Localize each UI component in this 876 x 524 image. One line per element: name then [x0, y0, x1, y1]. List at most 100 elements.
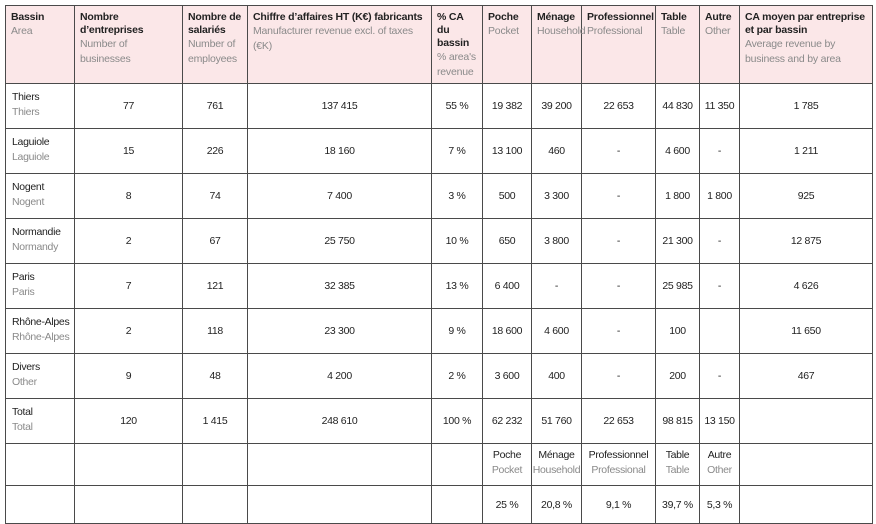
table-cell: 21 300: [655, 218, 700, 264]
empty-cell: [739, 443, 873, 486]
category-label-cell: Ménage Household: [531, 443, 582, 486]
category-share-cell: 25 %: [482, 485, 532, 524]
table-cell: 925: [739, 173, 873, 219]
table-cell: 6 400: [482, 263, 532, 309]
category-label-translation: Table: [665, 464, 690, 476]
revenue-by-area-table: Bassin Area Nombre d’entreprises Number of …: [5, 5, 873, 524]
table-cell: 9: [74, 353, 183, 399]
table-cell: 120: [74, 398, 183, 444]
table-cell: 4 600: [531, 308, 582, 354]
table-cell: 25 985: [655, 263, 700, 309]
empty-cell: [74, 485, 183, 524]
empty-cell: [5, 485, 75, 524]
category-label-translation: Pocket: [491, 464, 523, 476]
table-cell: 23 300: [247, 308, 432, 354]
table-cell: 22 653: [581, 83, 656, 129]
column-header-translation: Manufacturer revenue excl. of taxes (€K): [253, 25, 413, 52]
table-cell: 137 415: [247, 83, 432, 129]
area-cell: Total Total: [5, 398, 75, 444]
category-label-translation: Household: [532, 464, 581, 476]
area-name: Paris: [12, 271, 35, 283]
category-label-cell: Professionnel Professional: [581, 443, 656, 486]
area-name: Rhône-Alpes: [12, 316, 70, 328]
table-cell: 3 600: [482, 353, 532, 399]
column-header-translation: Average revenue by business and by area: [745, 38, 841, 65]
category-label-cell: Autre Other: [699, 443, 740, 486]
table-cell: 761: [182, 83, 248, 129]
table-cell: 98 815: [655, 398, 700, 444]
column-header-translation: Table: [661, 25, 686, 37]
column-header: Nombre d’entreprises Number of businesses: [74, 5, 183, 84]
column-header: % CA du bassin% area's revenue: [431, 5, 483, 84]
table-cell: 32 385: [247, 263, 432, 309]
column-header-label: Professionnel: [587, 11, 654, 23]
table-cell: 7 400: [247, 173, 432, 219]
column-header-translation: Number of businesses: [80, 38, 131, 65]
table-cell: -: [699, 263, 740, 309]
column-header-label: Table: [661, 11, 687, 23]
column-header: Professionnel Professional: [581, 5, 656, 84]
table-cell: -: [581, 308, 656, 354]
table-cell: 13 150: [699, 398, 740, 444]
table-cell: 74: [182, 173, 248, 219]
column-header: Chiffre d’affaires HT (K€) fabricants Man…: [247, 5, 432, 84]
table-cell: 3 800: [531, 218, 582, 264]
table-cell: 118: [182, 308, 248, 354]
table-cell: 1 415: [182, 398, 248, 444]
empty-cell: [247, 443, 432, 486]
area-name: Divers: [12, 361, 40, 373]
empty-cell: [739, 485, 873, 524]
table-cell: 19 382: [482, 83, 532, 129]
area-name-translation: Normandy: [12, 241, 59, 253]
table-cell: 8: [74, 173, 183, 219]
area-name-translation: Total: [12, 421, 33, 433]
category-share-cell: 5,3 %: [699, 485, 740, 524]
category-label-translation: Other: [707, 464, 732, 476]
column-header: Table Table: [655, 5, 700, 84]
table-cell: 500: [482, 173, 532, 219]
table-cell: 25 750: [247, 218, 432, 264]
category-share-cell: 9,1 %: [581, 485, 656, 524]
table-cell: 460: [531, 128, 582, 174]
column-header-translation: Other: [705, 25, 731, 37]
column-header-translation: Area: [11, 25, 33, 37]
table-cell: [739, 398, 873, 444]
table-cell: 4 600: [655, 128, 700, 174]
empty-cell: [182, 443, 248, 486]
table-cell: 48: [182, 353, 248, 399]
table-cell: -: [581, 353, 656, 399]
table-cell: 62 232: [482, 398, 532, 444]
table-cell: 2: [74, 308, 183, 354]
table-cell: 9 %: [431, 308, 483, 354]
table-cell: 11 650: [739, 308, 873, 354]
table-cell: 100 %: [431, 398, 483, 444]
table-cell: 10 %: [431, 218, 483, 264]
category-share-cell: 20,8 %: [531, 485, 582, 524]
table-row: Normandie Normandy 2 67 25 750 10 % 650 3 800-2…: [5, 218, 873, 264]
column-header-label: Bassin: [11, 11, 45, 23]
revenue-table-container: Bassin Area Nombre d’entreprises Number of …: [5, 5, 873, 524]
table-cell: -: [581, 218, 656, 264]
column-header-label: CA moyen par entreprise et par bassin: [745, 11, 865, 36]
table-cell: 15: [74, 128, 183, 174]
category-share-cell: 39,7 %: [655, 485, 700, 524]
table-cell: 67: [182, 218, 248, 264]
category-label: Ménage: [538, 449, 575, 461]
table-cell: 2 %: [431, 353, 483, 399]
table-cell: 22 653: [581, 398, 656, 444]
empty-cell: [431, 443, 483, 486]
column-header-translation: Number of employees: [188, 38, 237, 65]
category-share-row: 25 % 20,8 % 9,1 % 39,7 % 5,3 %: [5, 485, 873, 524]
total-row: Total Total 120 1 415 248 610 100 % 62 232 51 7…: [5, 398, 873, 444]
table-cell: -: [581, 263, 656, 309]
column-header-label: Nombre de salariés: [188, 11, 242, 36]
column-header-translation: Pocket: [488, 25, 519, 37]
category-label: Autre: [707, 449, 732, 461]
area-cell: Normandie Normandy: [5, 218, 75, 264]
table-cell: 226: [182, 128, 248, 174]
table-body: Thiers Thiers 77 761 137 415 55 % 19 382 39 200…: [5, 83, 873, 524]
category-label-cell: Poche Pocket: [482, 443, 532, 486]
column-header: Poche Pocket: [482, 5, 532, 84]
table-cell: 650: [482, 218, 532, 264]
table-cell: -: [531, 263, 582, 309]
